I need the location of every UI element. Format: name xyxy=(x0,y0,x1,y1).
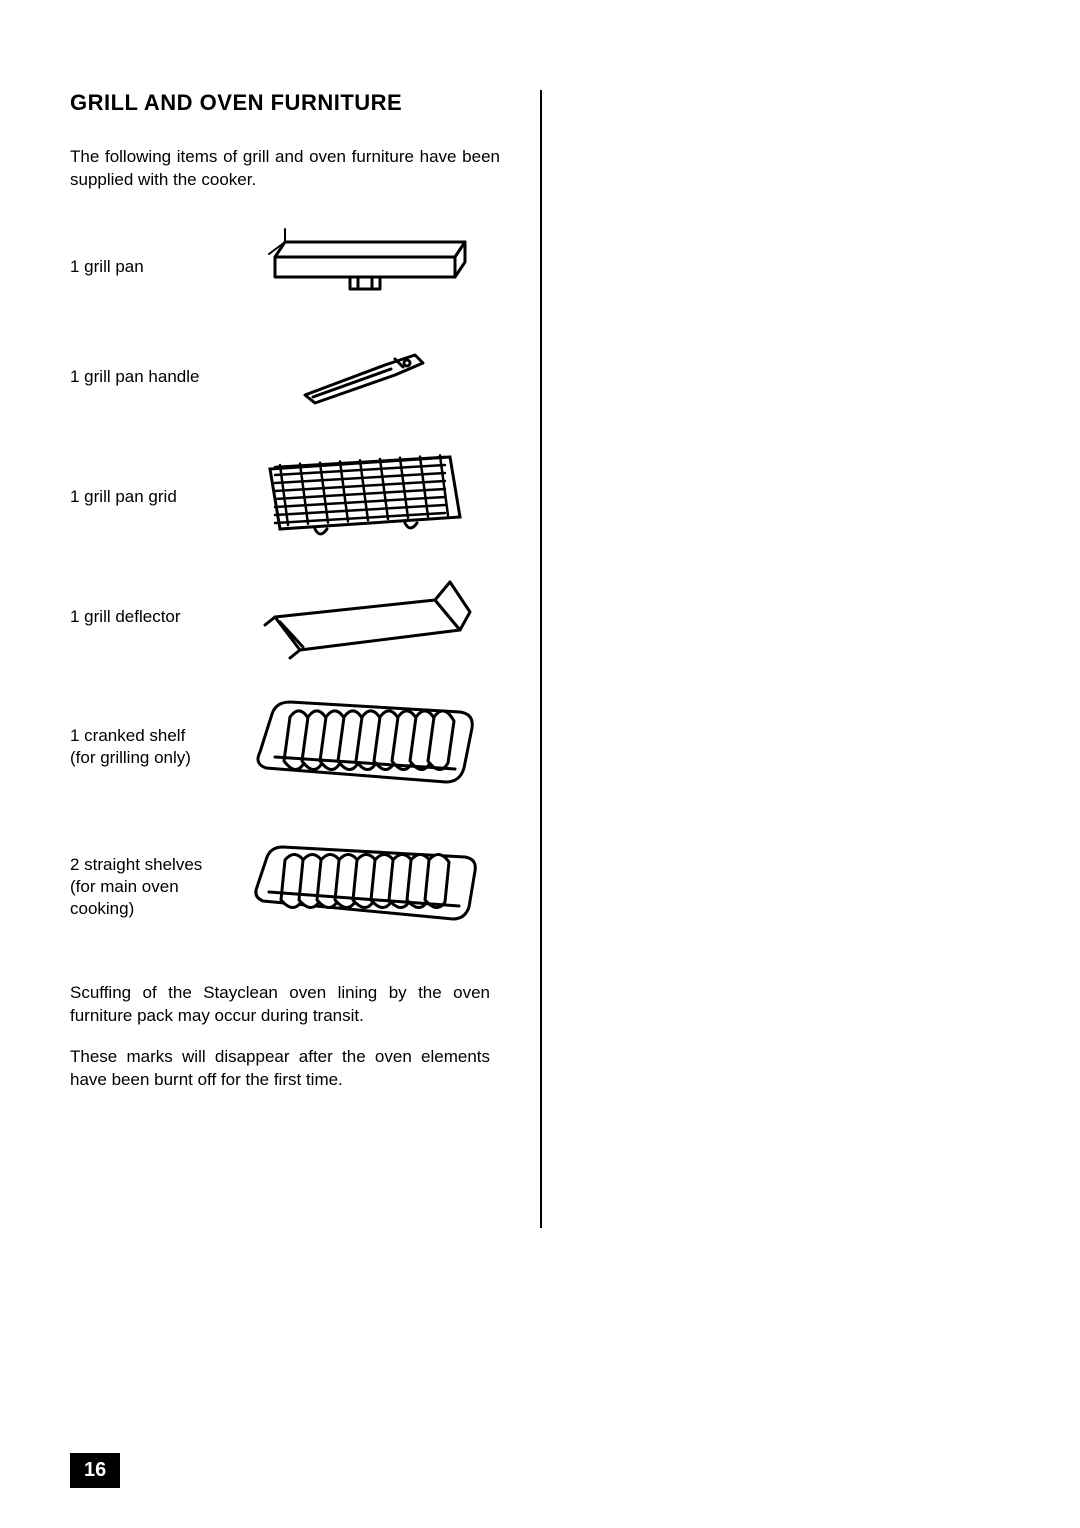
cranked-shelf-icon xyxy=(240,697,490,797)
left-column: GRILL AND OVEN FURNITURE The following i… xyxy=(70,90,500,1092)
furniture-item-label: 1 grill deflector xyxy=(70,606,240,628)
furniture-item-label: 1 cranked shelf(for grilling only) xyxy=(70,725,240,769)
column-divider xyxy=(540,90,542,1228)
furniture-item: 1 grill pan grid xyxy=(70,442,490,552)
footnote-2: These marks will disappear after the ove… xyxy=(70,1046,490,1092)
furniture-item-label: 1 grill pan grid xyxy=(70,486,240,508)
furniture-item: 1 grill deflector xyxy=(70,562,490,672)
footnote-1: Scuffing of the Stayclean oven lining by… xyxy=(70,982,490,1028)
grill-pan-icon xyxy=(240,227,490,307)
intro-paragraph: The following items of grill and oven fu… xyxy=(70,146,500,192)
manual-page: GRILL AND OVEN FURNITURE The following i… xyxy=(0,0,1080,1528)
furniture-item: 1 cranked shelf(for grilling only) xyxy=(70,682,490,812)
straight-shelf-icon xyxy=(240,842,490,932)
grill-deflector-icon xyxy=(240,572,490,662)
furniture-item: 1 grill pan handle xyxy=(70,322,490,432)
furniture-item-label: 1 grill pan xyxy=(70,256,240,278)
furniture-item: 1 grill pan xyxy=(70,222,490,312)
furniture-item-label: 2 straight shelves(for main oven cooking… xyxy=(70,854,240,920)
section-title: GRILL AND OVEN FURNITURE xyxy=(70,90,500,116)
items-list: 1 grill pan 1 grill pan handle 1 grill p… xyxy=(70,222,500,952)
grill-pan-grid-icon xyxy=(240,447,490,547)
furniture-item-label: 1 grill pan handle xyxy=(70,366,240,388)
page-number: 16 xyxy=(70,1453,120,1488)
furniture-item: 2 straight shelves(for main oven cooking… xyxy=(70,822,490,952)
grill-pan-handle-icon xyxy=(240,347,490,407)
